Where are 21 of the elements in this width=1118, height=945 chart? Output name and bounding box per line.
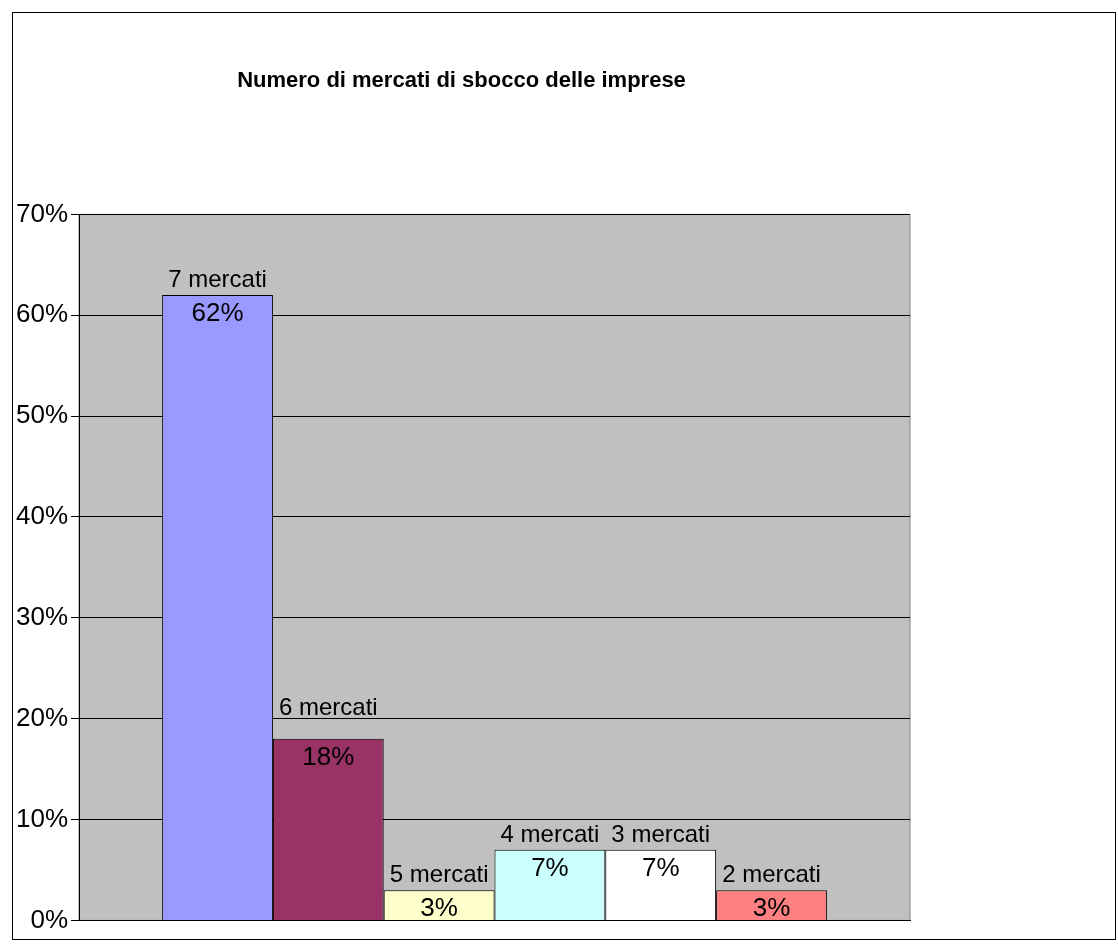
series-label: 2 mercati xyxy=(722,860,821,888)
series-label: 6 mercati xyxy=(278,692,378,720)
data-label: 3% xyxy=(420,892,458,923)
y-tick-label: 20% xyxy=(15,701,69,732)
data-label: 7% xyxy=(641,851,680,882)
data-label: 7% xyxy=(531,851,569,882)
series-label: 4 mercati xyxy=(500,819,600,847)
data-label: 18% xyxy=(302,741,355,772)
y-tick-label: 40% xyxy=(15,500,69,531)
chart-title: Numero di mercati di sbocco delle imprese xyxy=(237,67,686,93)
y-tick-label: 70% xyxy=(15,197,69,228)
series-label: 5 mercati xyxy=(389,860,489,888)
y-tick-label: 30% xyxy=(15,601,69,631)
y-tick-label: 50% xyxy=(15,399,69,430)
y-tick-label: 0% xyxy=(30,903,69,934)
series-label: 7 mercati xyxy=(168,265,267,293)
data-label: 62% xyxy=(191,297,244,328)
y-tick-label: 10% xyxy=(15,802,69,833)
y-tick-label: 60% xyxy=(15,298,69,329)
series-label: 3 mercati xyxy=(611,819,711,847)
data-label: 3% xyxy=(752,892,791,923)
